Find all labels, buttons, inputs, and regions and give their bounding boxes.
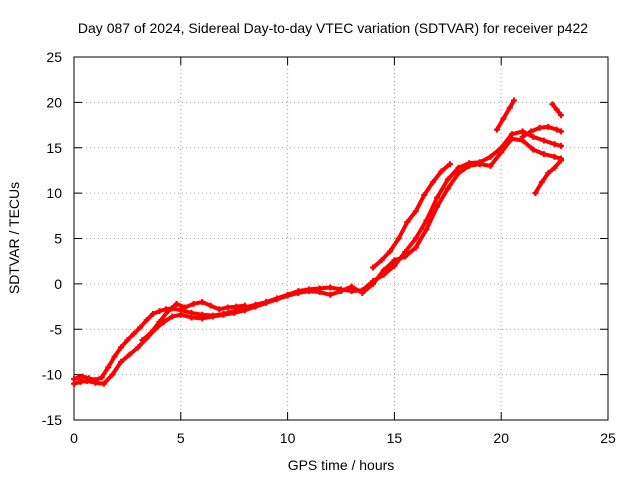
- series-segment: [413, 218, 429, 241]
- x-tick-label: 10: [280, 430, 296, 446]
- y-tick-label: 10: [46, 185, 62, 201]
- y-tick-label: 20: [46, 94, 62, 110]
- series-segment: [422, 180, 435, 197]
- data-point: [446, 161, 453, 168]
- x-tick-label: 20: [493, 430, 509, 446]
- series-segment: [494, 116, 506, 132]
- x-tick-label: 15: [387, 430, 403, 446]
- x-tick-label: 0: [70, 430, 78, 446]
- series-segment: [435, 177, 450, 200]
- series-segment: [403, 245, 418, 259]
- data-series: [532, 157, 565, 197]
- series-segment: [520, 138, 536, 152]
- x-tick-label: 5: [177, 430, 185, 446]
- data-point: [511, 97, 518, 104]
- data-series: [493, 97, 518, 133]
- series-segment: [101, 372, 115, 386]
- series-segment: [424, 204, 440, 232]
- series-segment: [349, 284, 365, 295]
- series-segment: [148, 319, 162, 335]
- x-axis-label: GPS time / hours: [288, 457, 395, 473]
- data-series: [549, 101, 565, 119]
- y-tick-label: 15: [46, 140, 62, 156]
- series-segment: [360, 279, 376, 293]
- series-segment: [424, 195, 440, 223]
- data-series: [71, 135, 565, 387]
- data-marks: [71, 97, 565, 387]
- y-tick-label: -10: [42, 367, 62, 383]
- series-segment: [396, 220, 410, 241]
- data-point: [558, 157, 565, 164]
- y-tick-label: 0: [54, 276, 62, 292]
- series-segment: [371, 268, 386, 286]
- y-tick-label: -5: [50, 321, 63, 337]
- series-segment: [456, 163, 472, 176]
- series-segment: [499, 132, 514, 150]
- series-segment: [430, 169, 444, 185]
- series-segment: [445, 171, 461, 191]
- data-series: [370, 161, 453, 271]
- series-segment: [533, 180, 544, 196]
- series-segment: [360, 281, 376, 295]
- y-axis-label: SDTVAR / TECUs: [6, 182, 22, 294]
- data-series: [139, 299, 248, 344]
- x-tick-label: 25: [600, 430, 616, 446]
- chart-title: Day 087 of 2024, Sidereal Day-to-day VTE…: [78, 20, 588, 36]
- series-segment: [403, 236, 418, 255]
- series-segment: [499, 136, 514, 155]
- series-segment: [445, 165, 461, 182]
- series-segment: [388, 236, 401, 254]
- series-segment: [157, 309, 170, 324]
- series-segment: [110, 359, 123, 377]
- series-segment: [435, 186, 450, 209]
- axis-ticks: 0 5 10 15 20 25 -15 -10 -5 0 5 10 15 20 25: [42, 49, 616, 446]
- data-point: [558, 128, 565, 135]
- y-tick-label: 25: [46, 49, 62, 65]
- data-point: [558, 112, 565, 119]
- series-segment: [439, 162, 452, 174]
- y-tick-label: -15: [42, 412, 62, 428]
- series-segment: [488, 145, 504, 159]
- series-segment: [488, 150, 504, 168]
- series-segment: [106, 354, 117, 370]
- grid-lines: [74, 57, 608, 420]
- series-segment: [552, 158, 564, 170]
- data-point: [241, 302, 248, 309]
- series-segment: [501, 105, 512, 121]
- series-segment: [413, 192, 427, 214]
- series-segment: [381, 263, 397, 277]
- series-segment: [413, 227, 429, 250]
- data-series: [519, 123, 565, 140]
- y-tick-label: 5: [54, 231, 62, 247]
- series-segment: [379, 249, 393, 263]
- series-segment: [381, 258, 397, 273]
- data-point: [558, 142, 565, 149]
- series-segment: [405, 209, 418, 225]
